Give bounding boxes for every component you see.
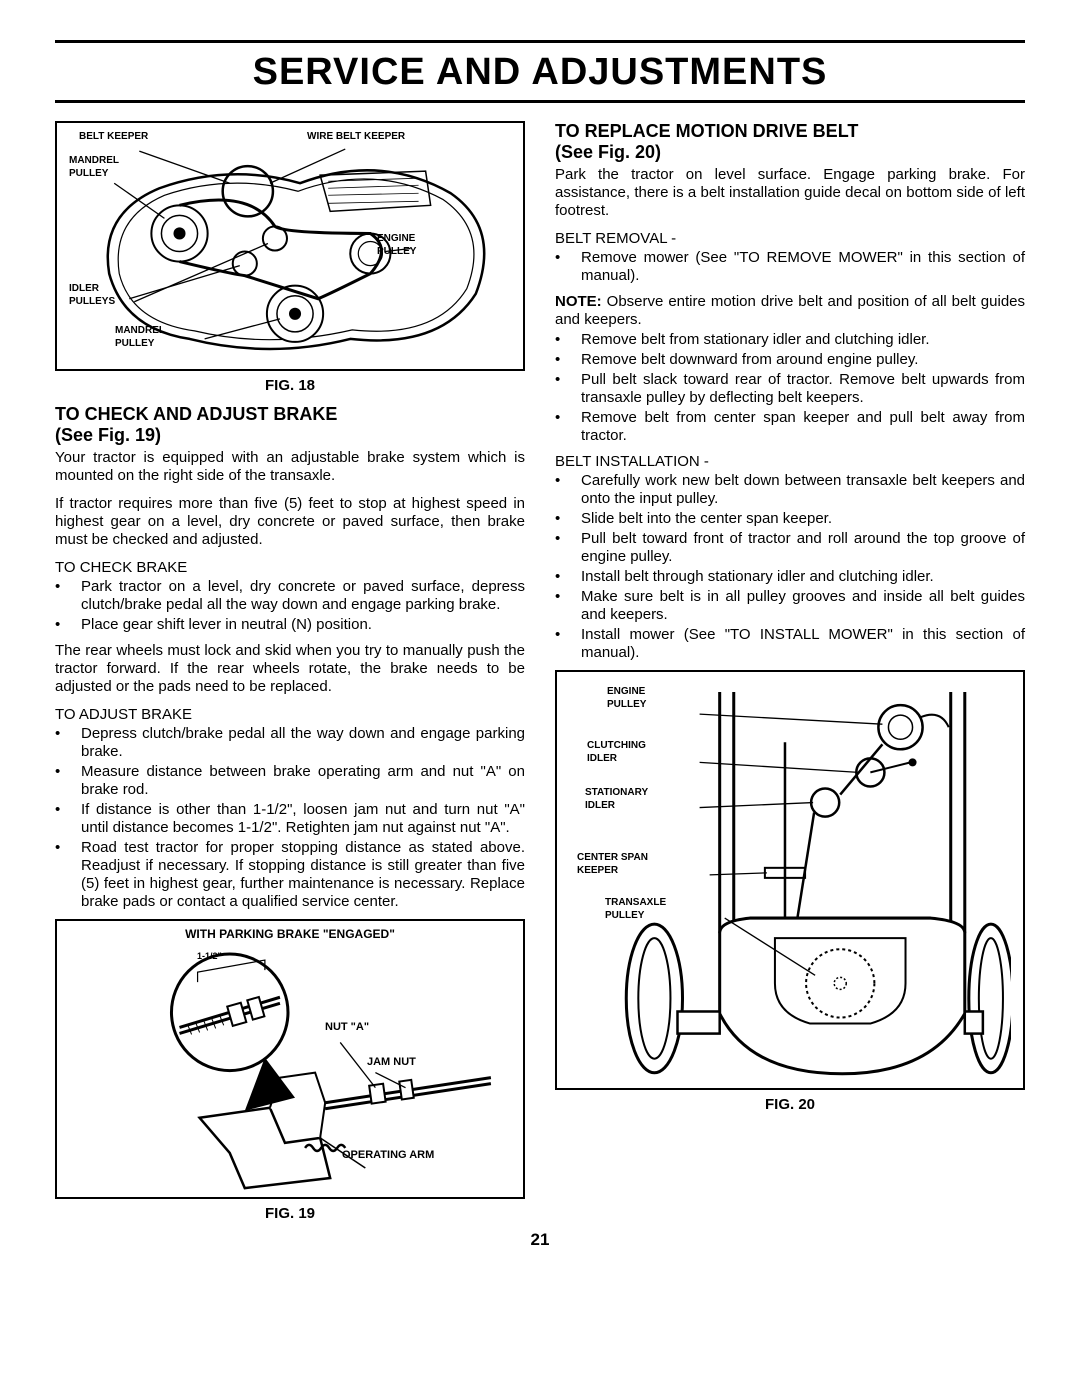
fig19-diagram <box>69 942 511 1193</box>
fig19-measure: 1-1/2" <box>197 951 222 962</box>
right-heading-line1: TO REPLACE MOTION DRIVE BELT <box>555 121 858 141</box>
list-item: Remove mower (See "TO REMOVE MOWER" in t… <box>555 249 1025 285</box>
list-item: Remove belt from center span keeper and … <box>555 409 1025 445</box>
list-item: Slide belt into the center span keeper. <box>555 510 1025 528</box>
list-item: Depress clutch/brake pedal all the way d… <box>55 725 525 761</box>
right-p1: Park the tractor on level surface. Engag… <box>555 166 1025 220</box>
fig18-label-wire-belt-keeper: WIRE BELT KEEPER <box>307 131 405 144</box>
fig18-label-belt-keeper: BELT KEEPER <box>79 131 148 144</box>
fig19-title: WITH PARKING BRAKE "ENGAGED" <box>69 927 511 942</box>
note-lead: NOTE: <box>555 293 602 310</box>
left-heading: TO CHECK AND ADJUST BRAKE (See Fig. 19) <box>55 404 525 445</box>
fig20-box: ENGINE PULLEY CLUTCHING IDLER STATIONARY… <box>555 670 1025 1090</box>
left-p2: If tractor requires more than five (5) f… <box>55 495 525 549</box>
right-column: TO REPLACE MOTION DRIVE BELT (See Fig. 2… <box>555 121 1025 1222</box>
fig18-label-idler-pulleys: IDLER PULLEYS <box>69 283 129 308</box>
list-item: Make sure belt is in all pulley grooves … <box>555 588 1025 624</box>
right-heading: TO REPLACE MOTION DRIVE BELT (See Fig. 2… <box>555 121 1025 162</box>
top-rule <box>55 40 1025 43</box>
right-list1: Remove mower (See "TO REMOVE MOWER" in t… <box>555 249 1025 285</box>
fig19-jam-nut: JAM NUT <box>367 1056 416 1070</box>
fig18-caption: FIG. 18 <box>55 377 525 394</box>
right-list3: Carefully work new belt down between tra… <box>555 472 1025 662</box>
right-note: NOTE: Observe entire motion drive belt a… <box>555 293 1025 329</box>
fig20-transaxle-pulley: TRANSAXLE PULLEY <box>605 897 695 922</box>
fig20-caption: FIG. 20 <box>555 1096 1025 1113</box>
right-heading-line2: See Fig. 20) <box>561 142 661 162</box>
right-sub2: BELT INSTALLATION - <box>555 453 1025 470</box>
list-item: Road test tractor for proper stopping di… <box>55 839 525 911</box>
fig19-operating-arm: OPERATING ARM <box>342 1149 434 1163</box>
fig20-stationary-idler: STATIONARY IDLER <box>585 787 675 812</box>
list-item: Carefully work new belt down between tra… <box>555 472 1025 508</box>
left-heading-line1: TO CHECK AND ADJUST BRAKE <box>55 404 337 424</box>
fig18-label-mandrel-bot: MANDREL PULLEY <box>115 325 175 350</box>
left-p3: The rear wheels must lock and skid when … <box>55 642 525 696</box>
fig19-box: WITH PARKING BRAKE "ENGAGED" <box>55 919 525 1199</box>
left-list1: Park tractor on a level, dry concrete or… <box>55 578 525 634</box>
fig20-center-span-keeper: CENTER SPAN KEEPER <box>577 852 677 877</box>
note-body: Observe entire motion drive belt and pos… <box>555 293 1025 328</box>
list-item: If distance is other than 1-1/2", loosen… <box>55 801 525 837</box>
left-list2: Depress clutch/brake pedal all the way d… <box>55 725 525 911</box>
fig20-engine-pulley: ENGINE PULLEY <box>607 686 667 711</box>
list-item: Pull belt toward front of tractor and ro… <box>555 530 1025 566</box>
list-item: Install mower (See "TO INSTALL MOWER" in… <box>555 626 1025 662</box>
left-column: BELT KEEPER WIRE BELT KEEPER MANDREL PUL… <box>55 121 525 1222</box>
content-columns: BELT KEEPER WIRE BELT KEEPER MANDREL PUL… <box>55 121 1025 1222</box>
page-number: 21 <box>55 1230 1025 1250</box>
fig18-box: BELT KEEPER WIRE BELT KEEPER MANDREL PUL… <box>55 121 525 371</box>
page-title: SERVICE AND ADJUSTMENTS <box>55 51 1025 94</box>
list-item: Remove belt downward from around engine … <box>555 351 1025 369</box>
fig18-label-engine-pulley: ENGINE PULLEY <box>377 233 437 258</box>
list-item: Measure distance between brake operating… <box>55 763 525 799</box>
right-sub1: BELT REMOVAL - <box>555 230 1025 247</box>
list-item: Park tractor on a level, dry concrete or… <box>55 578 525 614</box>
fig19-caption: FIG. 19 <box>55 1205 525 1222</box>
list-item: Remove belt from stationary idler and cl… <box>555 331 1025 349</box>
fig18-label-mandrel-top: MANDREL PULLEY <box>69 155 129 180</box>
list-item: Place gear shift lever in neutral (N) po… <box>55 616 525 634</box>
right-list2: Remove belt from stationary idler and cl… <box>555 331 1025 445</box>
left-sub2: TO ADJUST BRAKE <box>55 706 525 723</box>
fig20-clutching-idler: CLUTCHING IDLER <box>587 740 667 765</box>
left-heading-line2: See Fig. 19) <box>61 425 161 445</box>
list-item: Install belt through stationary idler an… <box>555 568 1025 586</box>
fig19-nut-a: NUT "A" <box>325 1021 369 1035</box>
list-item: Pull belt slack toward rear of tractor. … <box>555 371 1025 407</box>
title-rule <box>55 100 1025 103</box>
left-p1: Your tractor is equipped with an adjusta… <box>55 449 525 485</box>
left-sub1: TO CHECK BRAKE <box>55 559 525 576</box>
